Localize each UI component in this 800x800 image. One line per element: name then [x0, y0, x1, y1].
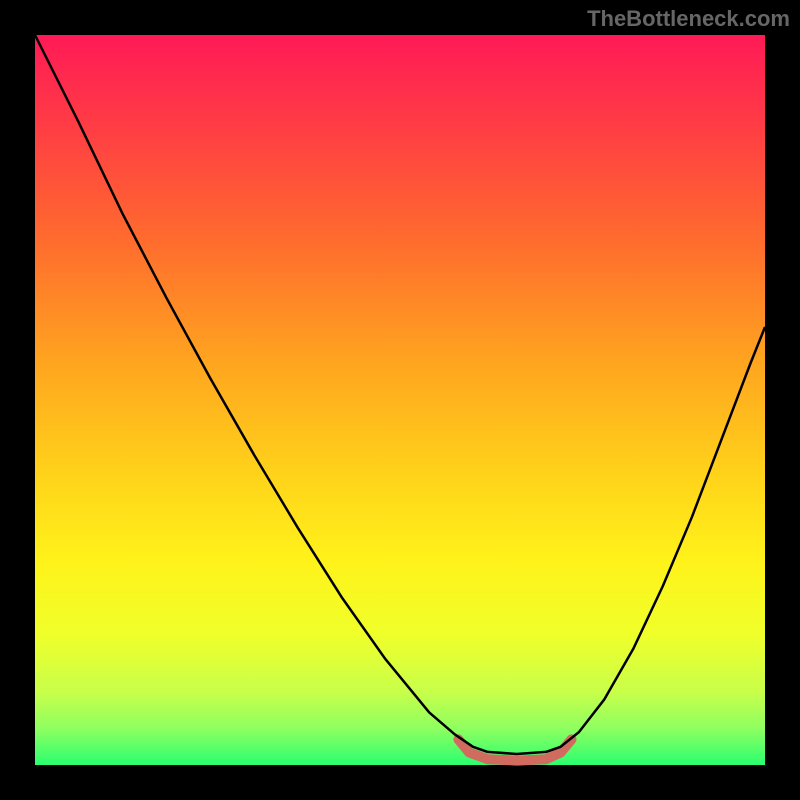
watermark-text: TheBottleneck.com — [587, 6, 790, 32]
chart-svg — [0, 0, 800, 800]
chart-container: TheBottleneck.com — [0, 0, 800, 800]
plot-background — [35, 35, 765, 765]
